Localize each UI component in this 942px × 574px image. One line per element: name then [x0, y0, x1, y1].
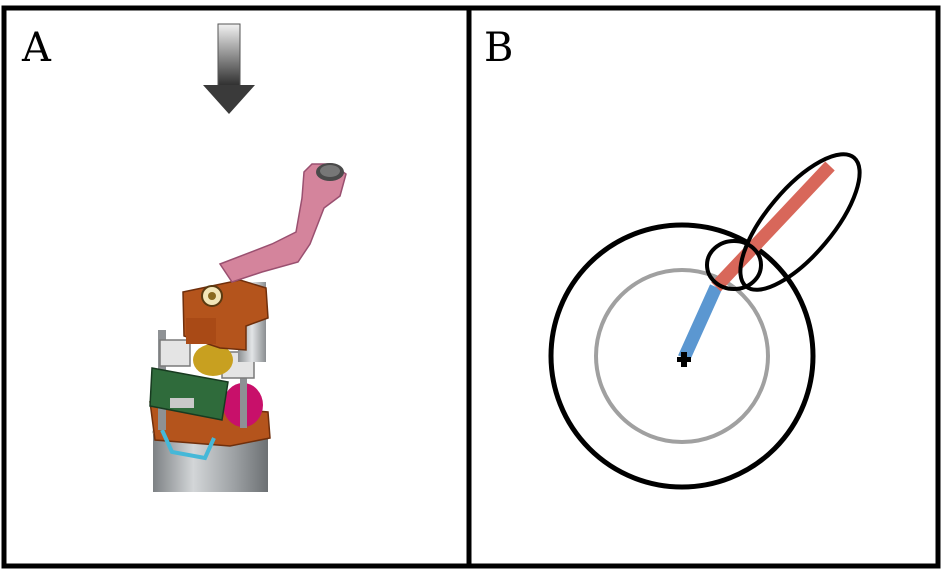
- panel-label-a: A: [22, 25, 51, 71]
- actuator-assembly: [149, 163, 347, 492]
- schematic-b: [548, 152, 862, 490]
- upper-bracket: [182, 279, 269, 351]
- clamp-block-left: [159, 339, 191, 367]
- distal-ellipse: [738, 152, 862, 292]
- load-arrow: [203, 23, 255, 114]
- joint-ellipse: [705, 239, 763, 291]
- circuit-board: [149, 367, 229, 421]
- panel-label-b: B: [484, 25, 514, 71]
- distal-segment: [711, 161, 835, 292]
- outer-circle: [548, 222, 816, 490]
- rod-right: [240, 368, 247, 428]
- center-pivot: [677, 352, 691, 367]
- arm-link: [218, 163, 347, 283]
- bearing-cylinder: [193, 344, 233, 376]
- inner-circle: [594, 268, 770, 444]
- wire-loop: [160, 429, 216, 461]
- panel-b-frame: [466, 5, 941, 569]
- proximal-segment: [678, 284, 722, 361]
